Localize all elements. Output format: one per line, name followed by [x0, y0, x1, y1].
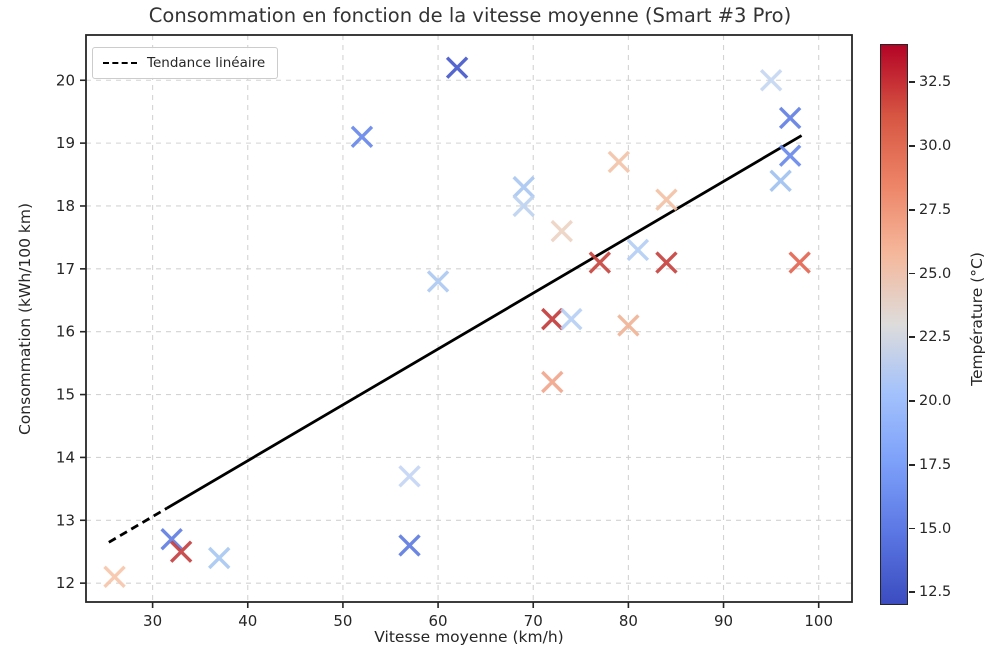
legend-label: Tendance linéaire [147, 55, 266, 71]
scatter-point [759, 69, 783, 92]
y-tick-label: 12 [56, 574, 75, 592]
scatter-point [560, 307, 583, 331]
scatter-point [445, 56, 469, 79]
x-tick-label: 60 [429, 612, 448, 630]
colorbar-tick [909, 463, 915, 466]
colorbar-tick-label: 15.0 [919, 520, 952, 537]
colorbar-tick [909, 145, 915, 147]
scatter-point [398, 534, 421, 557]
scatter-point [160, 527, 183, 551]
y-tick-label: 19 [56, 134, 75, 152]
x-tick-label: 30 [143, 612, 162, 630]
scatter-point [512, 175, 535, 199]
colorbar-tick [909, 400, 915, 402]
scatter-point [169, 540, 193, 563]
x-tick-label: 70 [524, 612, 543, 630]
y-tick-label: 13 [56, 511, 75, 529]
trend-line-legend-icon [103, 62, 137, 64]
x-tick-label: 90 [714, 612, 733, 630]
colorbar-tick [909, 272, 915, 275]
y-tick-label: 14 [56, 448, 75, 466]
scatter-point [655, 188, 678, 211]
colorbar-tick-label: 12.5 [919, 584, 952, 601]
scatter-point [778, 106, 802, 130]
scatter-point [103, 565, 126, 589]
colorbar-tick [909, 81, 915, 84]
scatter-point [617, 314, 640, 337]
colorbar-tick [909, 208, 915, 211]
y-axis-label: Consommation (kWh/100 km) [16, 202, 34, 436]
x-axis-label: Vitesse moyenne (km/h) [374, 628, 564, 646]
scatter-point [541, 370, 564, 394]
scatter-point [588, 251, 612, 274]
colorbar-tick [909, 591, 915, 594]
scatter-point [426, 270, 450, 293]
legend: Tendance linéaire [92, 47, 279, 79]
x-tick-label: 50 [333, 612, 352, 630]
y-tick-label: 18 [56, 197, 75, 215]
x-tick-label: 80 [619, 612, 638, 630]
scatter-point [607, 150, 631, 174]
trend-line [166, 134, 803, 510]
scatter-point [512, 194, 535, 218]
colorbar-tick-label: 25.0 [919, 265, 952, 282]
scatter-point [769, 169, 792, 193]
x-tick-label: 100 [804, 612, 833, 630]
y-tick-label: 17 [56, 260, 75, 278]
y-tick-label: 16 [56, 323, 75, 341]
y-tick-label: 15 [56, 386, 75, 404]
scatter-point [626, 238, 650, 262]
colorbar-tick-label: 32.5 [919, 74, 952, 91]
trend-line-dashed-segment [108, 506, 168, 544]
colorbar [880, 44, 908, 605]
colorbar-tick-label: 27.5 [919, 201, 952, 218]
scatter-point [541, 307, 564, 331]
scatter-point [778, 144, 802, 167]
y-tick-label: 20 [56, 71, 75, 89]
scatter-point [350, 125, 374, 149]
colorbar-tick-label: 30.0 [919, 138, 952, 154]
colorbar-tick [909, 527, 915, 530]
chart-title: Consommation en fonction de la vitesse m… [148, 4, 792, 27]
colorbar-tick-label: 20.0 [919, 393, 952, 409]
colorbar-tick-label: 17.5 [919, 456, 952, 473]
x-tick-label: 40 [238, 612, 257, 630]
colorbar-tick [909, 336, 915, 339]
colorbar-label: Température (°C) [968, 252, 986, 386]
plot-border [85, 34, 853, 603]
scatter-point [788, 251, 811, 274]
scatter-point [208, 546, 231, 570]
colorbar-tick-label: 22.5 [919, 329, 952, 346]
scatter-point [655, 251, 678, 274]
scatter-point [398, 465, 421, 488]
scatter-point [550, 219, 573, 243]
